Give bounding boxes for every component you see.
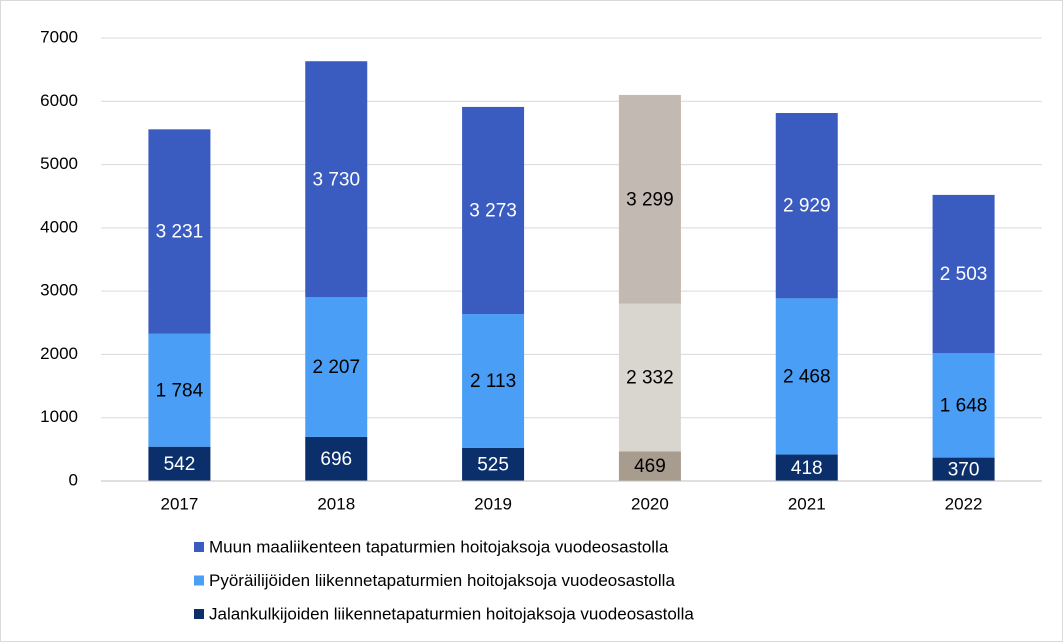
bar-segment bbox=[618, 94, 681, 304]
bar-segment bbox=[775, 112, 838, 299]
legend-label: Pyöräilijöiden liikennetapaturmien hoito… bbox=[209, 571, 675, 590]
bar-segment bbox=[305, 297, 368, 437]
y-tick-label: 0 bbox=[69, 470, 78, 489]
bar-segment bbox=[932, 457, 995, 481]
legend-label: Jalankulkijoiden liikennetapaturmien hoi… bbox=[209, 604, 694, 623]
legend-swatch bbox=[194, 542, 204, 552]
bar-segment bbox=[148, 333, 211, 447]
data-label: 3 730 bbox=[312, 169, 360, 190]
bar-segment bbox=[462, 106, 525, 315]
bar-segment bbox=[932, 194, 995, 354]
data-label: 418 bbox=[791, 458, 823, 479]
data-label: 2 113 bbox=[470, 371, 516, 392]
x-tick-label: 2020 bbox=[631, 494, 669, 513]
bar-segment bbox=[305, 436, 368, 481]
y-tick-label: 6000 bbox=[40, 91, 78, 110]
x-tick-label: 2018 bbox=[317, 494, 355, 513]
bar-segment bbox=[932, 353, 995, 458]
data-label: 1 648 bbox=[940, 395, 988, 416]
y-tick-label: 3000 bbox=[40, 281, 78, 300]
x-tick-label: 2022 bbox=[945, 494, 983, 513]
data-label: 542 bbox=[164, 454, 196, 475]
data-label: 2 332 bbox=[626, 368, 674, 389]
data-label: 370 bbox=[948, 459, 980, 480]
bar-segment bbox=[148, 129, 211, 334]
data-label: 2 503 bbox=[940, 264, 988, 285]
data-label: 1 784 bbox=[156, 380, 204, 401]
data-label: 2 468 bbox=[783, 366, 831, 387]
bar-segment bbox=[618, 303, 681, 452]
data-label: 3 231 bbox=[156, 222, 204, 243]
y-tick-label: 7000 bbox=[40, 27, 78, 46]
legend-label: Muun maaliikenteen tapaturmien hoitojaks… bbox=[209, 537, 669, 556]
y-tick-label: 4000 bbox=[40, 217, 78, 236]
bar-segment bbox=[305, 61, 368, 298]
data-label: 2 929 bbox=[783, 196, 831, 217]
bar-segment bbox=[775, 454, 838, 481]
data-label: 469 bbox=[634, 456, 666, 477]
x-tick-label: 2021 bbox=[788, 494, 826, 513]
legend-swatch bbox=[194, 575, 204, 586]
bar-segment bbox=[462, 314, 525, 448]
y-tick-label: 2000 bbox=[40, 344, 78, 363]
bar-segment bbox=[148, 446, 211, 481]
bar-segment bbox=[618, 451, 681, 481]
data-label: 525 bbox=[477, 454, 509, 475]
y-tick-label: 5000 bbox=[40, 154, 78, 173]
y-tick-label: 1000 bbox=[40, 407, 78, 426]
data-label: 3 273 bbox=[469, 201, 517, 222]
bar-segment bbox=[775, 298, 838, 455]
data-label: 3 299 bbox=[626, 189, 674, 210]
data-label: 696 bbox=[320, 449, 352, 470]
legend-swatch bbox=[194, 609, 204, 619]
x-tick-label: 2019 bbox=[474, 494, 512, 513]
bar-segment bbox=[462, 447, 525, 481]
x-tick-label: 2017 bbox=[161, 494, 199, 513]
data-label: 2 207 bbox=[312, 357, 360, 378]
